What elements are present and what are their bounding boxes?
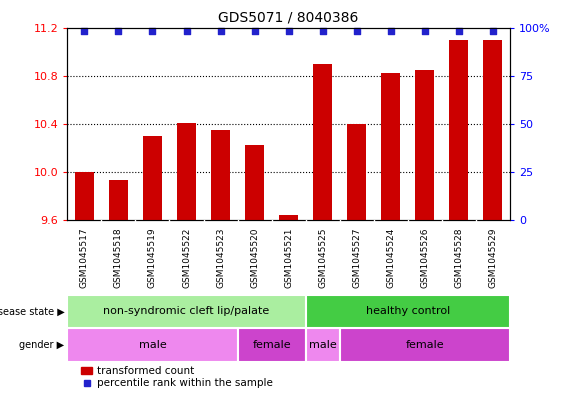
Text: GSM1045520: GSM1045520 [250, 227, 259, 288]
Text: female: female [253, 340, 291, 350]
Point [488, 28, 498, 34]
Bar [67, 295, 306, 328]
Bar [347, 124, 366, 220]
Text: GSM1045527: GSM1045527 [352, 227, 361, 288]
Bar [75, 172, 94, 220]
Text: GSM1045518: GSM1045518 [114, 227, 123, 288]
Bar [306, 295, 510, 328]
Text: GSM1045517: GSM1045517 [80, 227, 89, 288]
Point [284, 28, 294, 34]
Text: male: male [309, 340, 336, 350]
Text: GSM1045529: GSM1045529 [488, 227, 498, 288]
Text: GSM1045522: GSM1045522 [182, 227, 191, 288]
Point [216, 28, 225, 34]
Bar [314, 64, 332, 220]
Point [114, 28, 123, 34]
Bar [306, 328, 340, 362]
Bar [237, 328, 306, 362]
Bar [177, 123, 196, 220]
Text: GSM1045525: GSM1045525 [318, 227, 327, 288]
Text: male: male [139, 340, 166, 350]
Text: non-syndromic cleft lip/palate: non-syndromic cleft lip/palate [103, 307, 270, 316]
Text: GSM1045528: GSM1045528 [454, 227, 464, 288]
Text: female: female [406, 340, 444, 350]
Title: GDS5071 / 8040386: GDS5071 / 8040386 [219, 11, 359, 25]
Bar [280, 215, 298, 220]
Text: healthy control: healthy control [366, 307, 450, 316]
Point [454, 28, 464, 34]
Text: gender ▶: gender ▶ [19, 340, 64, 350]
Point [80, 28, 89, 34]
Text: disease state ▶: disease state ▶ [0, 307, 64, 316]
Point [420, 28, 430, 34]
Point [148, 28, 157, 34]
Bar [245, 145, 264, 220]
Bar [211, 130, 230, 220]
Point [386, 28, 396, 34]
Text: GSM1045523: GSM1045523 [216, 227, 225, 288]
Bar [449, 40, 468, 220]
Point [352, 28, 362, 34]
Bar [415, 70, 434, 220]
Bar [340, 328, 510, 362]
Bar [381, 73, 400, 220]
Text: GSM1045526: GSM1045526 [420, 227, 429, 288]
Bar [483, 40, 502, 220]
Point [318, 28, 328, 34]
Legend: transformed count, percentile rank within the sample: transformed count, percentile rank withi… [81, 366, 273, 388]
Text: GSM1045521: GSM1045521 [284, 227, 293, 288]
Text: GSM1045524: GSM1045524 [386, 227, 395, 288]
Bar [67, 328, 237, 362]
Bar [109, 180, 128, 220]
Point [250, 28, 259, 34]
Text: GSM1045519: GSM1045519 [148, 227, 157, 288]
Point [182, 28, 191, 34]
Bar [143, 136, 162, 220]
